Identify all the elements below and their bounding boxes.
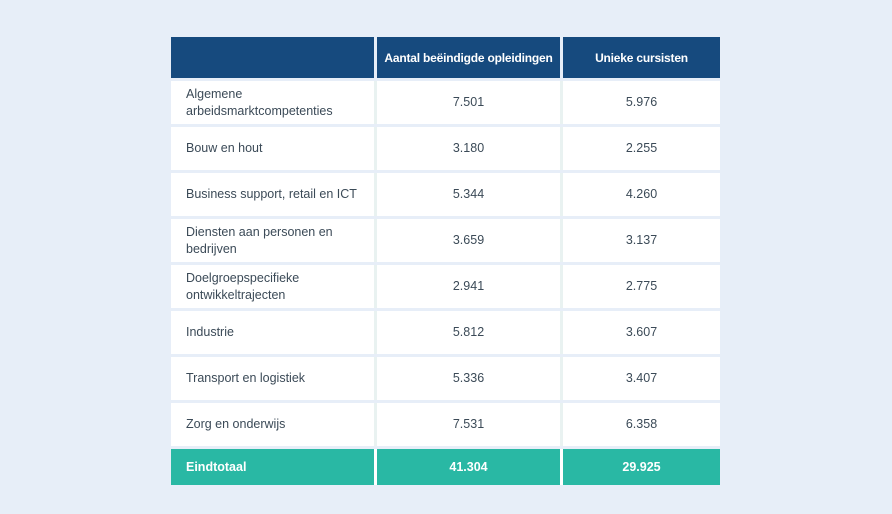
- table-row: Bouw en hout 3.180 2.255: [171, 127, 720, 170]
- row-value-unique-students: 3.407: [563, 357, 720, 400]
- row-label: Industrie: [171, 311, 374, 354]
- row-label: Business support, retail en ICT: [171, 173, 374, 216]
- row-value-unique-students: 2.775: [563, 265, 720, 308]
- row-value-ended-trainings: 3.659: [377, 219, 560, 262]
- footer-label: Eindtotaal: [171, 449, 374, 485]
- header-cell-ended-trainings: Aantal beëindigde opleidingen: [377, 37, 560, 78]
- row-value-unique-students: 3.607: [563, 311, 720, 354]
- table-footer-row: Eindtotaal 41.304 29.925: [171, 449, 720, 485]
- row-value-ended-trainings: 5.344: [377, 173, 560, 216]
- row-value-unique-students: 4.260: [563, 173, 720, 216]
- row-value-ended-trainings: 7.531: [377, 403, 560, 446]
- row-label: Transport en logistiek: [171, 357, 374, 400]
- row-value-unique-students: 2.255: [563, 127, 720, 170]
- table-row: Zorg en onderwijs 7.531 6.358: [171, 403, 720, 446]
- table-row: Industrie 5.812 3.607: [171, 311, 720, 354]
- row-value-unique-students: 5.976: [563, 81, 720, 124]
- row-value-unique-students: 6.358: [563, 403, 720, 446]
- footer-value-unique-students: 29.925: [563, 449, 720, 485]
- row-label: Algemene arbeidsmarktcompetenties: [171, 81, 374, 124]
- row-value-unique-students: 3.137: [563, 219, 720, 262]
- row-label: Diensten aan personen en bedrijven: [171, 219, 374, 262]
- table-row: Algemene arbeidsmarktcompetenties 7.501 …: [171, 81, 720, 124]
- table-header-row: Aantal beëindigde opleidingen Unieke cur…: [171, 37, 720, 78]
- header-cell-empty: [171, 37, 374, 78]
- row-label: Bouw en hout: [171, 127, 374, 170]
- footer-value-ended-trainings: 41.304: [377, 449, 560, 485]
- row-label: Doelgroepspecifieke ontwikkeltrajecten: [171, 265, 374, 308]
- row-value-ended-trainings: 5.336: [377, 357, 560, 400]
- table-row: Doelgroepspecifieke ontwikkeltrajecten 2…: [171, 265, 720, 308]
- row-value-ended-trainings: 7.501: [377, 81, 560, 124]
- table-row: Diensten aan personen en bedrijven 3.659…: [171, 219, 720, 262]
- row-value-ended-trainings: 2.941: [377, 265, 560, 308]
- row-value-ended-trainings: 3.180: [377, 127, 560, 170]
- row-value-ended-trainings: 5.812: [377, 311, 560, 354]
- header-cell-unique-students: Unieke cursisten: [563, 37, 720, 78]
- table-row: Business support, retail en ICT 5.344 4.…: [171, 173, 720, 216]
- table-row: Transport en logistiek 5.336 3.407: [171, 357, 720, 400]
- data-table: Aantal beëindigde opleidingen Unieke cur…: [171, 37, 720, 485]
- row-label: Zorg en onderwijs: [171, 403, 374, 446]
